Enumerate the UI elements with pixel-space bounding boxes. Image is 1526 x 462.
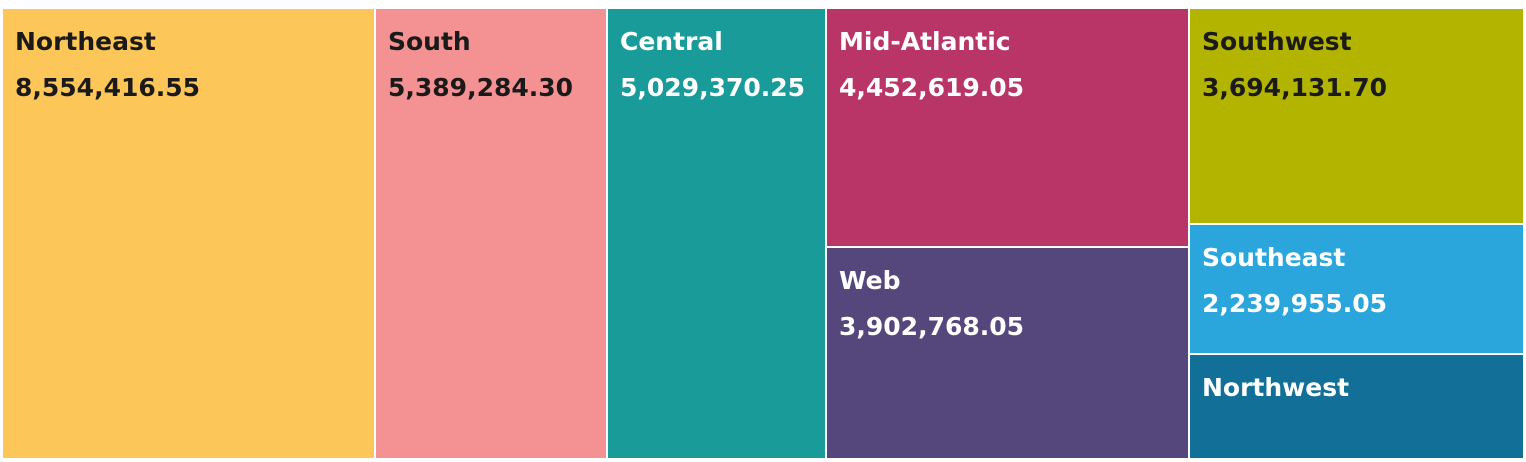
tile-southwest[interactable]: Southwest 3,694,131.70 bbox=[1189, 8, 1524, 224]
tile-south[interactable]: South 5,389,284.30 bbox=[375, 8, 607, 459]
tile-central[interactable]: Central 5,029,370.25 bbox=[607, 8, 826, 459]
tile-value: 2,239,955.05 bbox=[1202, 289, 1388, 318]
tile-northeast[interactable]: Northeast 8,554,416.55 bbox=[2, 8, 375, 459]
tile-value: 5,029,370.25 bbox=[620, 73, 806, 102]
tile-value: 3,694,131.70 bbox=[1202, 73, 1388, 102]
tile-value: 3,902,768.05 bbox=[839, 312, 1025, 341]
tile-label: Mid-Atlantic bbox=[839, 27, 1011, 56]
tile-label: Northeast bbox=[15, 27, 156, 56]
tile-label: Southwest bbox=[1202, 27, 1352, 56]
tile-label: Northwest bbox=[1202, 373, 1350, 402]
tile-label: Web bbox=[839, 266, 901, 295]
tile-value: 5,389,284.30 bbox=[388, 73, 574, 102]
tile-mid-atlantic[interactable]: Mid-Atlantic 4,452,619.05 bbox=[826, 8, 1189, 247]
tile-web[interactable]: Web 3,902,768.05 bbox=[826, 247, 1189, 459]
tile-value: 4,452,619.05 bbox=[839, 73, 1025, 102]
tile-value: 8,554,416.55 bbox=[15, 73, 201, 102]
tile-label: Southeast bbox=[1202, 243, 1346, 272]
tile-southeast[interactable]: Southeast 2,239,955.05 bbox=[1189, 224, 1524, 354]
tile-northwest[interactable]: Northwest bbox=[1189, 354, 1524, 459]
tile-label: South bbox=[388, 27, 471, 56]
tile-label: Central bbox=[620, 27, 723, 56]
